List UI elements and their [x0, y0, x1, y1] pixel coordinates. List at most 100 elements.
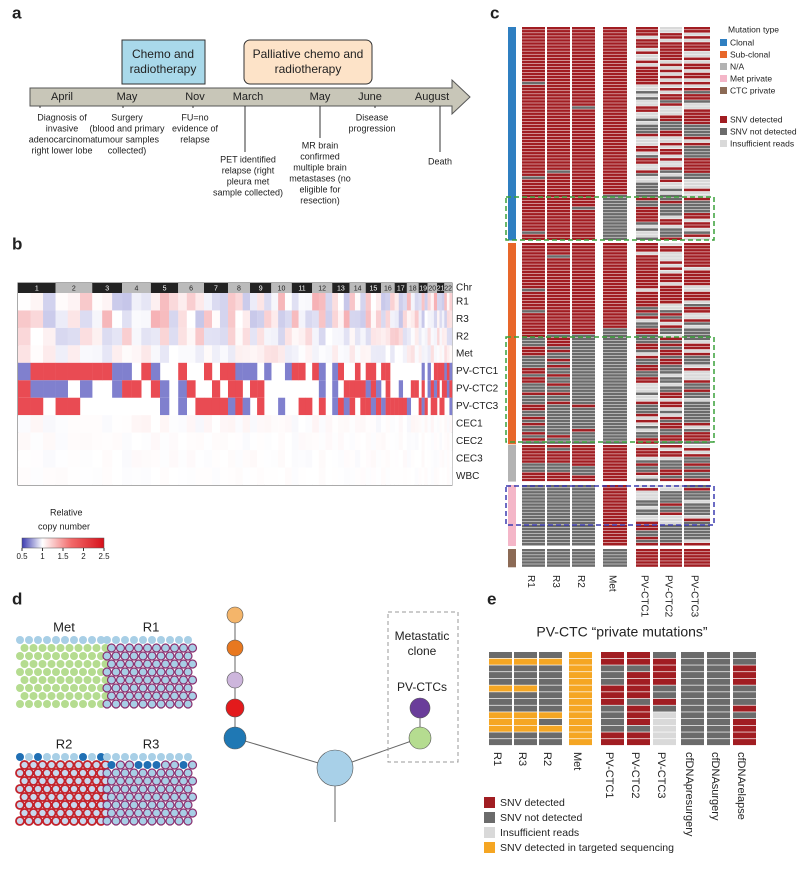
cn-cell — [257, 293, 265, 311]
cell — [69, 800, 79, 810]
cn-cell — [418, 293, 422, 311]
mut-cell — [603, 191, 627, 195]
mut-cell — [636, 328, 658, 331]
mut-cell — [636, 200, 658, 204]
mut-cell — [684, 454, 710, 457]
cn-cell — [67, 415, 81, 433]
mut-cell — [522, 352, 545, 356]
mut-cell — [547, 179, 570, 183]
legend-swatch — [720, 63, 727, 70]
mut-cell — [636, 377, 658, 380]
cn-cell — [414, 310, 419, 328]
mut-cell — [522, 285, 545, 289]
mut-cell — [547, 488, 570, 491]
chr-band — [365, 283, 382, 293]
mut-cell — [660, 152, 682, 155]
mut-cell — [660, 429, 682, 432]
mut-cell — [603, 389, 627, 392]
mut-cell — [572, 322, 595, 325]
cn-cell — [141, 432, 152, 451]
mut-cell — [547, 188, 570, 192]
cn-cell — [18, 327, 31, 346]
mut-cell — [603, 63, 627, 67]
cn-cell — [433, 397, 438, 416]
mut-cell — [603, 491, 627, 494]
mut-cell — [707, 712, 730, 719]
mut-cell — [684, 145, 710, 149]
event-text: resection) — [300, 195, 340, 205]
cn-cell — [278, 415, 286, 433]
mut-cell — [636, 466, 658, 469]
cn-cell — [325, 345, 333, 363]
mut-cell — [572, 78, 595, 82]
mut-cell — [660, 416, 682, 420]
mut-cell — [636, 539, 658, 543]
mut-cell — [522, 361, 545, 365]
mut-cell — [660, 219, 682, 222]
cn-cell — [219, 327, 229, 346]
mut-cell — [660, 176, 682, 179]
mut-cell — [522, 564, 545, 567]
mut-cell — [522, 188, 545, 192]
mut-cell — [603, 124, 627, 128]
cell — [156, 816, 166, 826]
mut-cell — [572, 307, 595, 310]
mut-cell — [684, 361, 710, 365]
mut-cell — [653, 658, 676, 665]
cn-cell — [30, 432, 44, 451]
mut-cell — [572, 210, 595, 213]
mut-cell — [522, 124, 545, 128]
cell — [91, 760, 102, 770]
cell — [20, 660, 29, 668]
mut-cell — [547, 127, 570, 131]
cn-cell — [446, 432, 450, 451]
mut-cell — [572, 304, 595, 307]
mut-cell — [653, 665, 676, 672]
mut-cell — [636, 72, 658, 76]
mut-cell — [603, 488, 627, 491]
cn-cell — [102, 327, 113, 346]
cell — [175, 636, 183, 644]
mut-cell — [572, 527, 595, 531]
mut-cell — [522, 237, 545, 240]
mut-cell — [547, 94, 570, 97]
cn-cell — [338, 432, 344, 451]
mut-cell — [636, 206, 658, 210]
cell — [78, 784, 88, 794]
mut-cell — [522, 521, 545, 525]
mut-cell — [603, 270, 627, 273]
cn-cell — [410, 293, 415, 311]
mut-cell — [636, 276, 658, 280]
mut-cell — [684, 237, 710, 240]
mut-cell — [733, 732, 756, 739]
cn-cell — [354, 450, 361, 468]
mut-cell — [603, 404, 627, 408]
mut-cell — [636, 182, 658, 186]
cn-cell — [131, 380, 142, 398]
mut-cell — [684, 319, 710, 322]
mut-cell — [603, 561, 627, 564]
mut-cell — [547, 549, 570, 552]
mut-cell — [681, 739, 704, 746]
cn-cell — [312, 362, 320, 381]
cell — [82, 776, 93, 786]
mut-cell — [547, 167, 570, 170]
cell — [28, 776, 39, 786]
scale-tick-label: 2.5 — [98, 552, 110, 561]
cn-cell — [250, 327, 258, 346]
cn-cell — [284, 450, 292, 468]
col-label: Met — [571, 752, 583, 770]
cell — [160, 808, 171, 818]
row-label: Chr — [456, 283, 473, 294]
cn-cell — [178, 327, 188, 346]
cn-cell — [418, 467, 422, 485]
mut-cell — [660, 145, 682, 149]
mut-cell — [547, 252, 570, 255]
cn-cell — [102, 415, 113, 433]
mut-cell — [489, 672, 512, 679]
mut-cell — [660, 503, 682, 506]
mut-cell — [733, 685, 756, 692]
mut-cell — [660, 191, 682, 195]
mut-cell — [603, 451, 627, 454]
mut-cell — [684, 386, 710, 389]
